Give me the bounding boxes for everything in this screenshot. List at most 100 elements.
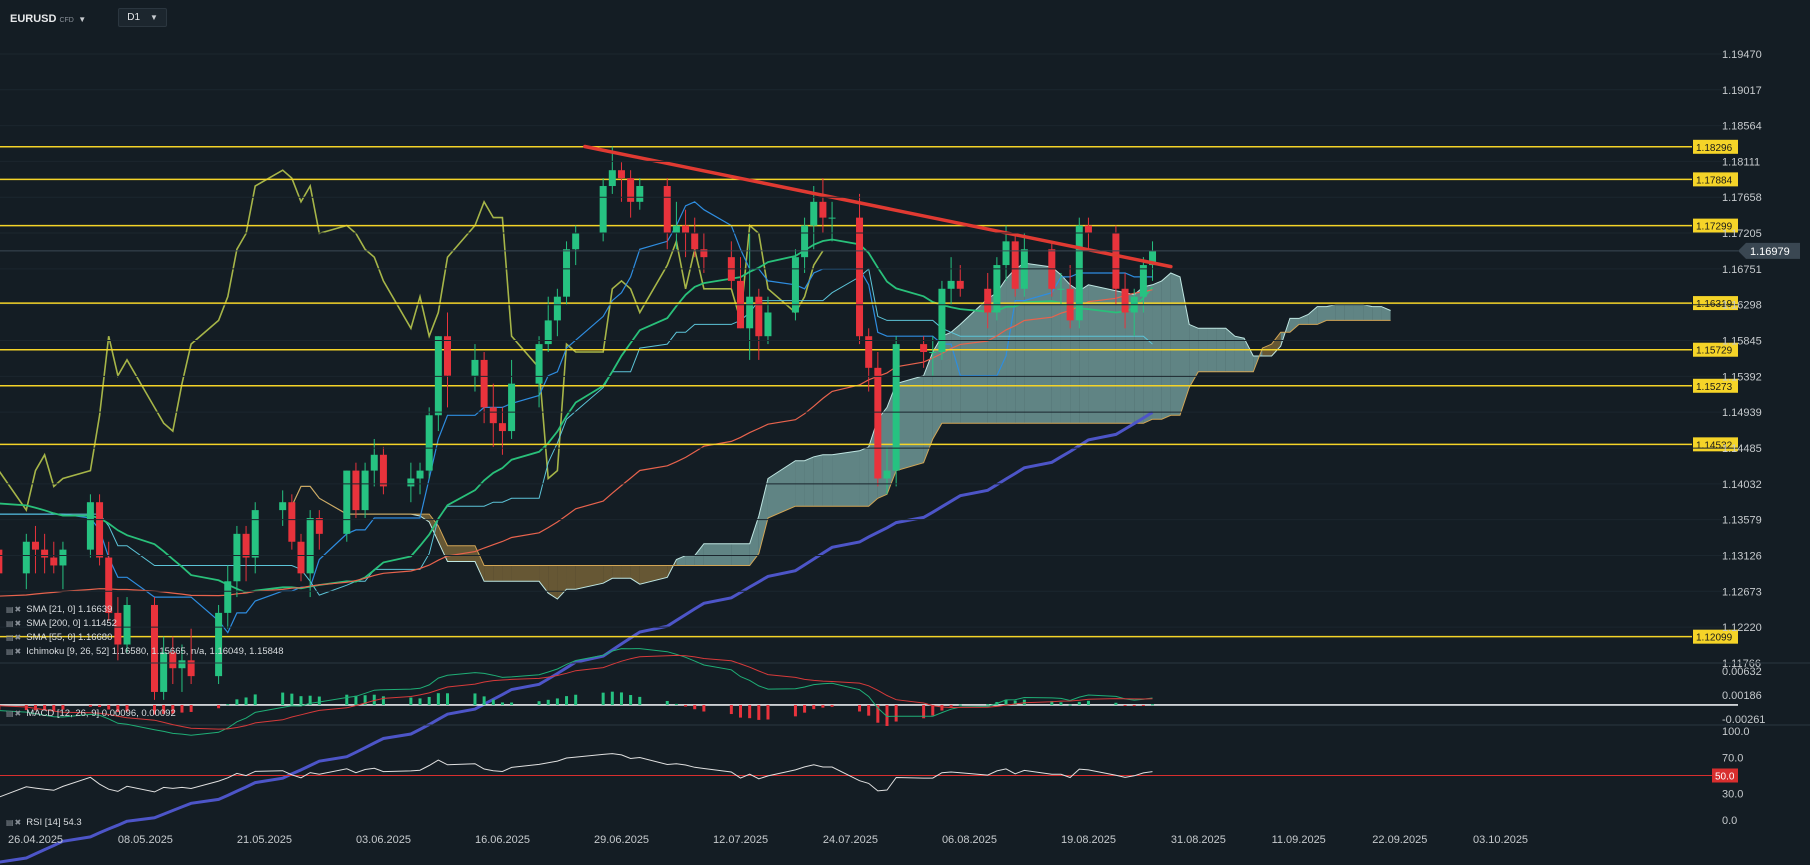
price-tick-label: 1.11766 xyxy=(1722,658,1761,670)
candle-body xyxy=(379,454,387,487)
macd-histogram-bar xyxy=(1141,704,1145,706)
macd-histogram-bar xyxy=(43,704,47,711)
settings-close-icon[interactable]: ▤✖ xyxy=(6,647,23,656)
candle-body xyxy=(224,581,232,613)
legend-rsi[interactable]: ▤✖ RSI [14] 54.3 xyxy=(6,817,82,828)
price-tick-label: 1.12673 xyxy=(1722,586,1762,598)
legend-sma200[interactable]: ▤✖ SMA [200, 0] 1.11452 xyxy=(6,618,117,629)
settings-close-icon[interactable]: ▤✖ xyxy=(6,619,23,628)
candle-body xyxy=(1075,225,1083,321)
macd-histogram-bar xyxy=(1059,702,1063,705)
cloud-segment xyxy=(896,375,924,471)
date-tick-label: 11.09.2025 xyxy=(1272,834,1326,846)
macd-histogram-bar xyxy=(1114,702,1118,705)
price-axis: 1.19470 1.19017 1.18564 1.18111 1.17658 1.172… xyxy=(0,49,1800,670)
timeframe-selector[interactable]: D1 ▼ xyxy=(118,8,167,27)
cloud-segment xyxy=(1161,272,1171,420)
candle-body xyxy=(663,186,671,234)
rsi-line xyxy=(0,753,1153,798)
macd-histogram-bar xyxy=(565,696,569,705)
macd-histogram-bar xyxy=(555,698,559,705)
cloud-segment xyxy=(859,446,869,507)
candle-body xyxy=(105,557,113,613)
candle-body xyxy=(251,510,259,558)
settings-close-icon[interactable]: ▤✖ xyxy=(6,818,23,827)
cloud-segment xyxy=(539,565,549,594)
cloud-segment xyxy=(1335,304,1345,321)
price-tick-label: 1.13579 xyxy=(1722,515,1762,527)
legend-macd[interactable]: ▤✖ MACD [12, 26, 9] 0.00096, 0.00092 xyxy=(6,708,176,719)
legend-sma55[interactable]: ▤✖ SMA [55, 0] 1.16680 xyxy=(6,632,112,643)
legend-text: SMA [55, 0] 1.16680 xyxy=(26,632,113,643)
chevron-down-icon[interactable]: ▼ xyxy=(78,14,87,24)
date-tick-label: 19.08.2025 xyxy=(1061,834,1116,846)
macd-histogram-bar xyxy=(684,704,688,707)
settings-close-icon[interactable]: ▤✖ xyxy=(6,709,23,718)
cloud-segment xyxy=(1170,272,1180,416)
legend-ichimoku[interactable]: ▤✖ Ichimoku [9, 26, 52] 1.16580, 1.15665,… xyxy=(6,646,284,657)
cloud-segment xyxy=(511,565,540,582)
date-tick-label: 26.04.2025 xyxy=(8,834,63,846)
cloud-segment xyxy=(1180,276,1190,416)
price-tick-label: 1.19470 xyxy=(1722,49,1762,61)
macd-histogram-bar xyxy=(665,700,669,705)
macd-histogram-bar xyxy=(418,698,422,705)
settings-close-icon[interactable]: ▤✖ xyxy=(6,633,23,642)
candle-body xyxy=(810,201,818,226)
macd-histogram-bar xyxy=(244,697,248,705)
candle-body xyxy=(599,186,607,234)
rsi-tick-label: 30.0 xyxy=(1722,788,1743,800)
price-tick-label: 1.12220 xyxy=(1722,622,1762,634)
cloud-segment xyxy=(987,292,997,424)
macd-histogram-bar xyxy=(1050,701,1054,705)
candle-body xyxy=(544,320,552,345)
macd-histogram-bar xyxy=(500,702,504,705)
macd-histogram-bar xyxy=(491,699,495,705)
legend-sma21[interactable]: ▤✖ SMA [21, 0] 1.16639 xyxy=(6,604,112,615)
candle-body xyxy=(572,233,580,250)
senkou-span-a-line xyxy=(291,262,1391,600)
horizontal-levels[interactable]: 1.182961.178841.172991.163191.157291.152… xyxy=(0,139,1738,644)
settings-close-icon[interactable]: ▤✖ xyxy=(6,605,23,614)
candle-body xyxy=(59,549,67,566)
macd-histogram-bar xyxy=(473,693,477,705)
level-label: 1.15729 xyxy=(1696,346,1733,357)
level-label: 1.15273 xyxy=(1696,382,1733,393)
date-axis: 26.04.2025 08.05.2025 21.05.2025 03.06.2025… xyxy=(8,834,1528,846)
cloud-segment xyxy=(832,450,860,507)
candle-body xyxy=(169,652,177,669)
macd-histogram-bar xyxy=(766,704,770,720)
macd-histogram-bar xyxy=(821,704,825,708)
symbol-selector[interactable]: EURUSD CFD ▼ xyxy=(10,9,86,27)
candle-body xyxy=(352,470,360,511)
candle-body xyxy=(691,233,699,250)
price-tick-label: 1.15392 xyxy=(1722,371,1762,383)
indicator-lines xyxy=(0,169,1154,864)
macd-histogram-bar xyxy=(876,704,880,723)
candle-body xyxy=(700,249,708,258)
macd-histogram-bar xyxy=(308,695,312,705)
rsi-tick-label: 0.0 xyxy=(1722,815,1737,827)
cloud-segment xyxy=(676,555,686,566)
ichimoku-cloud xyxy=(291,262,1391,600)
candle-body xyxy=(672,225,680,234)
chevron-down-icon: ▼ xyxy=(150,13,158,22)
level-label-bg xyxy=(1693,296,1738,311)
cloud-segment xyxy=(767,460,796,519)
candle-body xyxy=(1149,250,1157,266)
candle-body xyxy=(297,541,305,574)
candle-body xyxy=(434,336,442,416)
candle-body xyxy=(1011,241,1019,289)
cloud-segment xyxy=(484,565,494,582)
price-tick-label: 1.14939 xyxy=(1722,407,1762,419)
trendline-group[interactable] xyxy=(583,144,1173,269)
macd-histogram-bar xyxy=(1086,700,1090,705)
macd-histogram-bar xyxy=(546,699,550,705)
kijun-sen-line xyxy=(0,268,1153,596)
candle-body xyxy=(187,660,195,677)
cloud-segment xyxy=(1372,306,1382,321)
level-label-bg xyxy=(1693,342,1738,357)
candle-body xyxy=(755,296,763,337)
cloud-segment xyxy=(1299,314,1309,325)
